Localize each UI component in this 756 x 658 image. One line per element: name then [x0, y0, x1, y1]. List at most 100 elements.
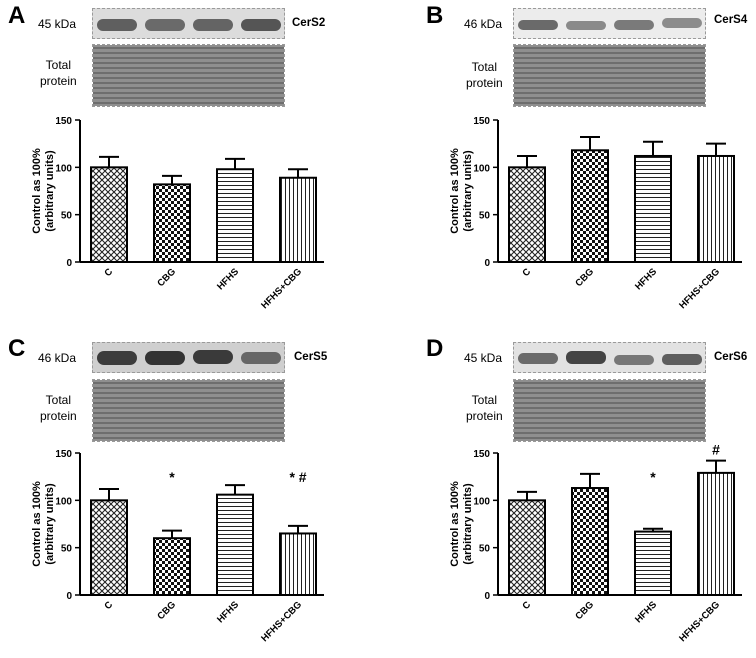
y-axis-label-line2: (arbitrary units): [462, 483, 474, 565]
bar-hfhs-cbg: [697, 471, 735, 597]
protein-label: CerS4: [714, 14, 748, 26]
x-tick-label: HFHS: [215, 266, 241, 292]
bar-c: [508, 166, 546, 263]
significance-mark: *: [169, 469, 175, 485]
protein-label-text: protein: [40, 74, 77, 89]
kda-label: 46 kDa: [38, 351, 77, 365]
y-tick-label: 100: [55, 163, 72, 174]
y-axis-label: Control as 100%(arbitrary units): [449, 481, 474, 567]
protein-label: CerS6: [714, 351, 748, 363]
y-axis-label-line2: (arbitrary units): [462, 150, 474, 232]
x-tick-label: HFHS: [633, 266, 659, 292]
panel-b: B 46 kDa CerS4 Total protein 0 50 100 150 Co…: [418, 0, 756, 325]
y-tick-label: 0: [66, 591, 72, 602]
total-protein-blot-image: [93, 45, 284, 106]
panel-a: A 45 kDa CerS2 Total protein 0 50 100 150 Co…: [0, 0, 370, 325]
bar-cbg: [571, 487, 609, 597]
protein-label-text: protein: [466, 409, 503, 424]
y-axis-label: Control as 100%(arbitrary units): [31, 481, 56, 567]
bar-hfhs-cbg: [697, 154, 735, 263]
y-tick-label: 0: [484, 258, 490, 269]
panel-letter: C: [8, 335, 26, 362]
y-axis-label: Control as 100%(arbitrary units): [31, 148, 56, 234]
y-tick-label: 50: [479, 544, 491, 555]
total-protein-blot: [92, 379, 285, 442]
x-tick-label: C: [102, 599, 115, 612]
total-protein-blot-image: [514, 45, 705, 106]
total-label: Total: [471, 393, 498, 407]
cers6-band-blot: [513, 342, 706, 373]
protein-label-text: protein: [40, 409, 77, 424]
total-protein-label: Total protein: [466, 59, 503, 91]
protein-label: CerS5: [294, 351, 328, 363]
x-tick-label: CBG: [155, 266, 178, 289]
y-tick-label: 150: [473, 116, 490, 127]
y-axis-label-line1: Control as 100%: [31, 148, 43, 234]
panel-letter: B: [426, 2, 444, 29]
cers2-band-blot: [92, 8, 285, 39]
significance-mark: #: [712, 442, 720, 458]
total-protein-label: Total protein: [466, 392, 503, 424]
y-tick-label: 50: [61, 544, 73, 555]
y-tick-label: 50: [61, 211, 73, 222]
y-axis-label-line2: (arbitrary units): [44, 483, 56, 565]
x-tick-label: CBG: [573, 266, 596, 289]
kda-label: 45 kDa: [38, 17, 77, 31]
x-tick-label: HFHS+CBG: [677, 599, 722, 644]
x-tick-label: HFHS: [215, 599, 241, 625]
kda-label: 46 kDa: [464, 17, 503, 31]
bar-chart: 0 50 100 150 Control as 100%(arbitrary units…: [31, 449, 324, 644]
y-tick-label: 150: [55, 116, 72, 127]
protein-label: CerS2: [292, 17, 326, 29]
bar-chart: 0 50 100 150 Control as 100%(arbitrary units…: [31, 116, 324, 311]
x-tick-label: CBG: [155, 599, 178, 622]
panel-letter: A: [8, 2, 26, 29]
x-tick-label: HFHS+CBG: [259, 266, 304, 311]
total-protein-label: Total protein: [40, 57, 77, 89]
y-axis-label-line1: Control as 100%: [449, 148, 461, 234]
panel-c: C 46 kDa CerS5 Total protein 0 50 100 150 Co…: [0, 333, 370, 658]
x-tick-label: HFHS: [633, 599, 659, 625]
bar-chart: 0 50 100 150 Control as 100%(arbitrary units…: [449, 116, 742, 311]
cers4-band-blot: [513, 8, 706, 39]
bar-hfhs: [634, 154, 672, 263]
bar-cbg: [571, 149, 609, 263]
significance-mark: * #: [289, 469, 306, 485]
y-tick-label: 50: [479, 211, 491, 222]
bar-c: [508, 499, 546, 596]
y-tick-label: 150: [473, 449, 490, 460]
kda-label: 45 kDa: [464, 351, 503, 365]
y-tick-label: 100: [473, 163, 490, 174]
y-axis-label: Control as 100%(arbitrary units): [449, 148, 474, 234]
protein-label-text: protein: [466, 76, 503, 91]
total-label: Total: [471, 60, 498, 74]
cers5-band-blot: [92, 342, 285, 373]
y-axis-label-line1: Control as 100%: [31, 481, 43, 567]
x-tick-label: C: [102, 266, 115, 279]
total-protein-label: Total protein: [40, 392, 77, 424]
bar-c: [90, 499, 128, 596]
x-tick-label: CBG: [573, 599, 596, 622]
significance-mark: *: [650, 469, 656, 485]
x-tick-label: HFHS+CBG: [259, 599, 304, 644]
total-protein-blot: [513, 44, 706, 107]
y-axis-label-line1: Control as 100%: [449, 481, 461, 567]
total-label: Total: [45, 58, 72, 72]
y-tick-label: 150: [55, 449, 72, 460]
bar-hfhs: [216, 168, 254, 263]
y-tick-label: 0: [66, 258, 72, 269]
x-tick-label: HFHS+CBG: [677, 266, 722, 311]
x-tick-label: C: [520, 599, 533, 612]
panel-letter: D: [426, 335, 444, 362]
y-tick-label: 100: [473, 496, 490, 507]
y-tick-label: 0: [484, 591, 490, 602]
bar-hfhs-cbg: [279, 176, 317, 264]
bar-cbg: [153, 537, 191, 596]
bar-hfhs-cbg: [279, 532, 317, 596]
panel-d: D 45 kDa CerS6 Total protein 0 50 100 150 Co…: [418, 333, 756, 658]
bar-cbg: [153, 183, 191, 263]
y-tick-label: 100: [55, 496, 72, 507]
bar-hfhs: [634, 530, 672, 596]
total-protein-blot-image: [514, 380, 705, 441]
bar-c: [90, 166, 128, 263]
